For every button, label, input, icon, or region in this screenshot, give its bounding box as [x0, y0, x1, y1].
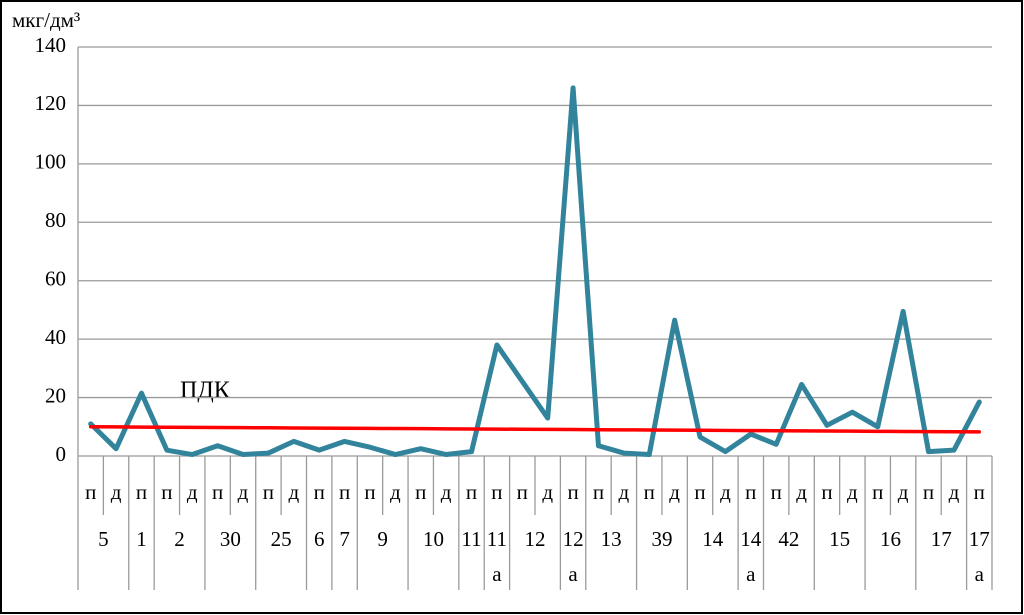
group-label: 17: [931, 527, 952, 551]
x-tick-label: п: [85, 480, 96, 504]
series-line: [88, 85, 982, 458]
group-label: 10: [423, 527, 444, 551]
y-tick-label: 20: [45, 383, 66, 407]
x-tick-label: п: [821, 480, 832, 504]
group-label: 11 а: [487, 527, 507, 586]
group-label: 6: [314, 527, 325, 551]
x-tick-label: д: [542, 480, 553, 504]
x-tick-label: п: [212, 480, 223, 504]
x-tick-label: п: [974, 480, 985, 504]
x-tick-label: п: [923, 480, 934, 504]
x-tick-label: п: [745, 480, 756, 504]
group-label: 14: [702, 527, 724, 551]
group-label: 14 а: [740, 527, 762, 586]
x-tick-label: п: [593, 480, 604, 504]
x-tick-label: д: [796, 480, 807, 504]
group-label: 5: [98, 527, 109, 551]
x-tick-label: п: [263, 480, 274, 504]
group-label: 15: [829, 527, 850, 551]
annotation: ПДК: [180, 378, 231, 404]
x-tick-label: д: [847, 480, 858, 504]
group-label: 9: [377, 527, 388, 551]
y-tick-label: 120: [35, 91, 67, 115]
x-tick-label: п: [517, 480, 528, 504]
x-tick-label: п: [466, 480, 477, 504]
x-tick-label: п: [644, 480, 655, 504]
x-tick-label: п: [567, 480, 578, 504]
group-label: 42: [778, 527, 799, 551]
y-tick-label: 40: [45, 325, 66, 349]
group-label: 7: [339, 527, 350, 551]
y-tick-label: 100: [35, 150, 67, 174]
group-label: 30: [220, 527, 241, 551]
x-tick-label: п: [771, 480, 782, 504]
x-tick-label: д: [898, 480, 909, 504]
y-axis-label: мкг/дм³: [12, 8, 80, 32]
x-tick-label: д: [949, 480, 960, 504]
x-tick-label: д: [288, 480, 299, 504]
x-tick-label: п: [491, 480, 502, 504]
x-tick-label: д: [441, 480, 452, 504]
x-tick-label: п: [415, 480, 426, 504]
group-label: 13: [601, 527, 622, 551]
x-tick-label: д: [187, 480, 198, 504]
x-tick-label: д: [111, 480, 122, 504]
x-tick-label: п: [339, 480, 350, 504]
group-label: 16: [880, 527, 901, 551]
group-label: 25: [271, 527, 292, 551]
x-tick-label: п: [161, 480, 172, 504]
y-tick-label: 140: [35, 33, 67, 57]
group-label: 2: [174, 527, 185, 551]
y-tick-label: 80: [45, 208, 66, 232]
x-tick-label: д: [720, 480, 731, 504]
group-label: 12 а: [563, 527, 584, 586]
group-label: 1: [136, 527, 147, 551]
y-tick-label: 60: [45, 267, 66, 291]
series-line: [88, 425, 982, 434]
x-tick-label: п: [694, 480, 705, 504]
x-tick-label: д: [669, 480, 680, 504]
x-tick-label: п: [136, 480, 147, 504]
group-label: 12: [525, 527, 546, 551]
x-tick-label: п: [872, 480, 883, 504]
x-tick-label: п: [314, 480, 325, 504]
group-label: 17 а: [969, 527, 990, 586]
y-tick-label: 0: [56, 442, 67, 466]
group-label: 11: [461, 527, 481, 551]
group-label: 39: [651, 527, 672, 551]
x-tick-label: п: [364, 480, 375, 504]
x-tick-label: д: [619, 480, 630, 504]
x-tick-label: д: [390, 480, 401, 504]
x-tick-label: д: [238, 480, 249, 504]
